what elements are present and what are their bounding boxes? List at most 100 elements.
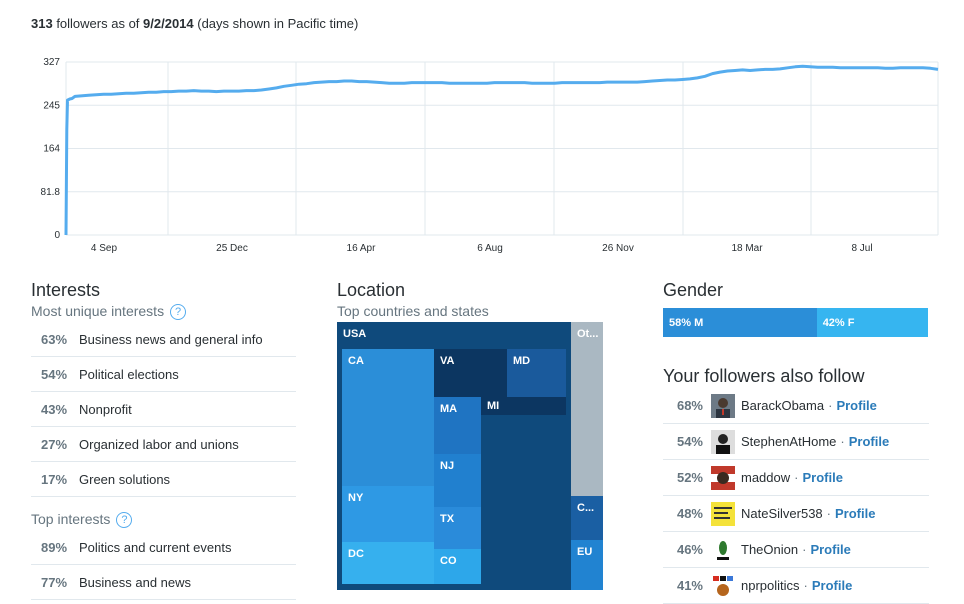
account-name: nprpolitics [741,578,800,593]
account-name: BarackObama [741,398,825,413]
account-name: NateSilver538 [741,506,823,521]
x-tick-label: 26 Nov [602,243,634,254]
also-follow-list: 68% BarackObama · Profile 54% StephenAtHome · P… [663,388,929,604]
separator-dot: · [828,398,833,413]
x-tick-label: 4 Sep [91,243,118,254]
interest-row: 27% Organized labor and unions [31,427,296,462]
interest-percent: 27% [41,436,68,452]
interest-row: 89% Politics and current events [31,530,296,565]
x-tick-label: 18 Mar [731,243,763,254]
treemap-tile-ma[interactable]: MA [434,397,481,454]
interest-row: 43% Nonprofit [31,392,296,427]
separator-dot: · [802,542,807,557]
interest-percent: 54% [41,366,68,382]
y-tick-label: 81.8 [41,187,61,198]
y-tick-label: 245 [43,100,60,111]
follower-count: 313 [31,16,53,31]
summary-timezone-text: (days shown in Pacific time) [193,16,359,31]
treemap-tile-mi[interactable]: MI [481,397,566,415]
avatar[interactable] [711,465,735,490]
interest-percent: 43% [41,401,68,417]
avatar[interactable] [711,429,735,454]
interest-label: Politics and current events [79,539,232,555]
x-tick-label: 16 Apr [347,243,377,254]
location-subtitle: Top countries and states [337,303,489,319]
interest-row: 54% Political elections [31,357,296,392]
profile-link[interactable]: Profile [836,398,877,413]
separator-dot: · [826,506,831,521]
top-interests-label: Top interests [31,511,111,527]
account-name: maddow [741,470,791,485]
help-icon[interactable]: ? [116,512,133,528]
gender-bar: 58% M 42% F [663,308,928,337]
also-follow-percent: 52% [676,470,703,485]
treemap-tile-tx[interactable]: TX [434,507,481,549]
interest-percent: 63% [41,331,68,347]
avatar[interactable] [711,573,735,598]
y-tick-label: 164 [43,144,60,155]
followers-summary: 313 followers as of 9/2/2014 (days shown… [31,16,358,31]
account-name: TheOnion [741,542,799,557]
most-unique-interests-heading: Most unique interests? [31,303,187,320]
interest-row: 77% Business and news [31,565,296,600]
interest-percent: 17% [41,471,68,487]
account-name: StephenAtHome [741,434,837,449]
location-treemap: USA Ot... CA VA MD MA MI NJ NY TX DC CO … [337,322,603,590]
gender-title: Gender [663,280,724,300]
also-follow-percent: 41% [676,578,703,593]
treemap-tile-dc[interactable]: DC [342,542,434,584]
most-unique-interests-label: Most unique interests [31,303,165,319]
treemap-tile-eu[interactable]: EU [571,540,603,590]
separator-dot: · [840,434,845,449]
interest-label: Green solutions [79,471,171,487]
also-follow-title: Your followers also follow [663,366,865,386]
y-tick-label: 327 [43,57,60,68]
gender-female-bar[interactable]: 42% F [816,308,928,337]
treemap-tile-other[interactable]: Ot... [571,322,603,496]
avatar[interactable] [711,501,735,526]
treemap-tile-nj[interactable]: NJ [434,454,481,507]
separator-dot: · [794,470,799,485]
also-follow-row: 68% BarackObama · Profile [663,388,929,424]
also-follow-row: 48% NateSilver538 · Profile [663,496,929,532]
also-follow-percent: 48% [676,506,703,521]
interests-title: Interests [31,280,101,300]
unique-interests-list: 63% Business news and general info 54% Poli… [31,322,296,497]
treemap-tile-ca[interactable]: CA [342,349,434,486]
profile-link[interactable]: Profile [802,470,843,485]
also-follow-percent: 54% [676,434,703,449]
avatar[interactable] [711,537,735,562]
followers-line-chart: 0 81.8 164 245 327 4 Sep 25 Dec 16 Apr 6 Aug 26 N… [41,57,939,254]
interest-label: Business and news [79,574,192,590]
treemap-tile-co[interactable]: CO [434,549,481,584]
interest-label: Political elections [79,366,179,382]
treemap-tile-c[interactable]: C... [571,496,603,540]
also-follow-row: 46% TheOnion · Profile [663,532,929,568]
treemap-tile-md[interactable]: MD [507,349,566,397]
x-tick-label: 25 Dec [216,243,248,254]
treemap-tile-va[interactable]: VA [434,349,507,397]
profile-link[interactable]: Profile [811,578,853,593]
interest-label: Business news and general info [79,331,263,347]
profile-link[interactable]: Profile [835,506,876,521]
location-title: Location [337,280,406,300]
interest-row: 17% Green solutions [31,462,296,497]
help-icon[interactable]: ? [170,304,187,320]
x-tick-label: 8 Jul [851,243,872,254]
interest-percent: 77% [41,574,68,590]
profile-link[interactable]: Profile [810,542,851,557]
top-interests-heading: Top interests? [31,511,133,528]
also-follow-percent: 46% [676,542,703,557]
also-follow-row: 54% StephenAtHome · Profile [663,424,929,460]
interest-percent: 89% [41,539,68,555]
avatar[interactable] [711,393,735,418]
gender-male-bar[interactable]: 58% M [663,308,817,337]
profile-link[interactable]: Profile [848,434,890,449]
interest-label: Nonprofit [79,401,132,417]
treemap-tile-ny[interactable]: NY [342,486,434,542]
separator-dot: · [803,578,808,593]
also-follow-row: 52% maddow · Profile [663,460,929,496]
also-follow-row: 41% nprpolitics · Profile [663,568,929,604]
summary-text: followers as of [52,16,144,31]
interest-label: Organized labor and unions [79,436,239,452]
